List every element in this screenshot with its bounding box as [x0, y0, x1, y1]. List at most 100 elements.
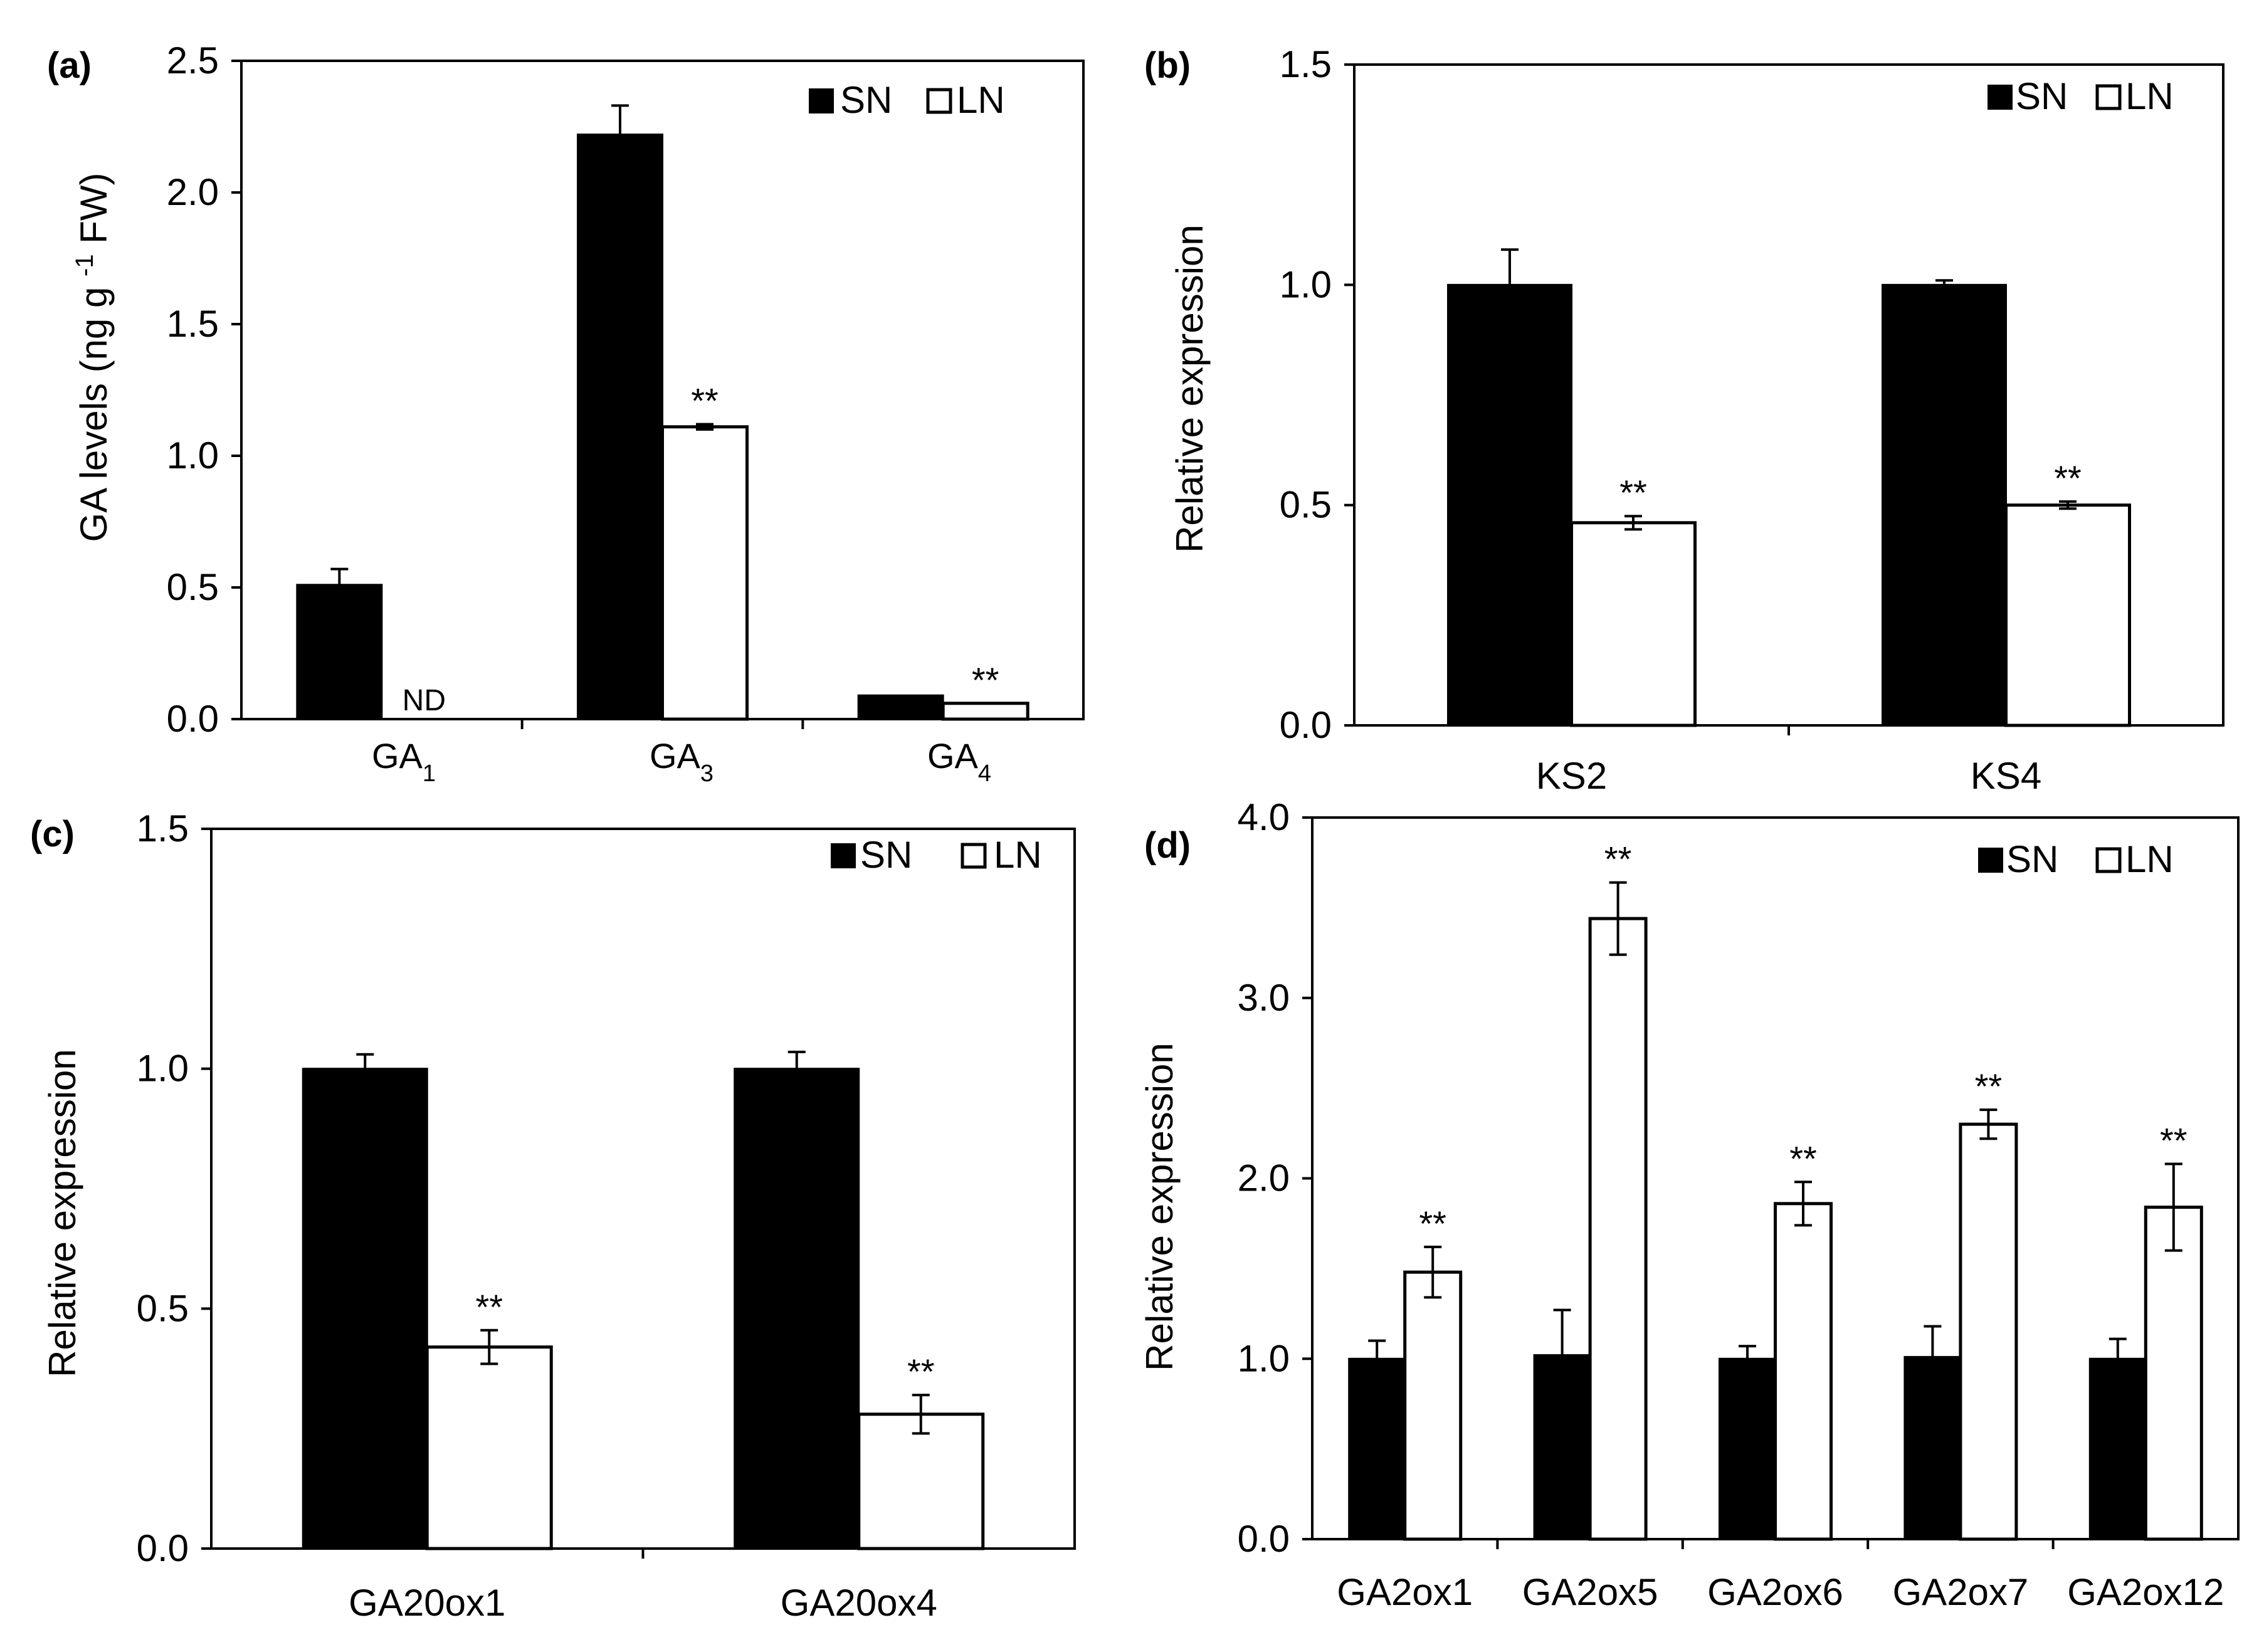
bars: ND ** **	[296, 104, 1029, 721]
bar-sn	[302, 1068, 428, 1550]
y-tick-label: 0.0	[137, 1527, 189, 1569]
x-tick-label: GA3	[650, 736, 713, 787]
y-tick-label: 3.0	[1238, 977, 1290, 1019]
x-tick-label: GA1	[372, 736, 436, 787]
x-axis-labels: KS2 KS4	[1536, 755, 2041, 797]
bar-ln	[1403, 1270, 1463, 1541]
y-tick-label: 1.0	[167, 434, 219, 476]
x-tick-label: GA20ox4	[781, 1582, 937, 1624]
x-axis-labels: GA2ox1 GA2ox5 GA2ox6 GA2ox7 GA2ox12	[1337, 1571, 2224, 1613]
y-axis-ticks: 0.0 0.5 1.0 1.5	[137, 808, 211, 1569]
bar-ln	[857, 1413, 985, 1550]
legend-swatch-ln	[961, 843, 987, 869]
bars: ** **	[302, 1050, 985, 1550]
legend-label-ln: LN	[2125, 838, 2174, 880]
bar-ln	[1959, 1122, 2018, 1541]
y-tick-label: 0.0	[1280, 704, 1332, 746]
panel-label: (a)	[47, 45, 92, 86]
y-tick-label: 1.5	[167, 303, 219, 345]
y-axis-title: GA levels (ng g -1 FW)	[71, 172, 115, 542]
legend-label-sn: SN	[2016, 75, 2068, 117]
bar-ln	[2144, 1206, 2203, 1541]
legend-swatch-sn	[1988, 85, 2013, 110]
bar-ln	[1774, 1202, 1833, 1541]
bar-sn	[857, 694, 944, 720]
significance-mark: **	[907, 1352, 935, 1391]
y-tick-label: 1.0	[1280, 263, 1332, 305]
bar-sn	[1719, 1357, 1776, 1540]
significance-mark: **	[1975, 1066, 2003, 1106]
y-tick-label: 0.5	[137, 1287, 189, 1329]
nd-label: ND	[403, 684, 446, 717]
x-tick-label: GA2ox5	[1522, 1571, 1658, 1613]
panel-label: (b)	[1144, 45, 1191, 86]
plot-frame	[240, 60, 1085, 720]
bar-sn	[1533, 1354, 1591, 1540]
y-axis-title-superscript: -1	[71, 254, 98, 276]
y-axis-title: Relative expression	[41, 1049, 83, 1377]
bar-ln	[941, 702, 1029, 721]
y-axis-title-part: GA levels (ng g	[73, 276, 115, 542]
significance-mark: **	[1604, 839, 1632, 879]
x-axis-labels: GA1 GA3 GA4	[372, 736, 991, 787]
bar-sn	[1882, 283, 2007, 727]
y-tick-label: 0.5	[1280, 484, 1332, 526]
significance-mark: **	[1419, 1204, 1446, 1243]
legend-label-ln: LN	[2125, 75, 2174, 117]
legend-swatch-ln	[926, 88, 952, 114]
x-axis-labels: GA20ox1 GA20ox4	[349, 1582, 937, 1624]
x-tick-label: GA2ox12	[2067, 1571, 2224, 1613]
x-tick-label: GA4	[927, 736, 991, 787]
legend-label-ln: LN	[957, 79, 1005, 121]
x-tick-label: KS4	[1971, 755, 2041, 797]
x-tick-label: KS2	[1536, 755, 1607, 797]
plot-frame	[1311, 816, 2240, 1540]
x-tick-label-subscript: 1	[423, 760, 436, 787]
legend: SN LN	[831, 834, 1042, 876]
significance-mark: **	[1789, 1139, 1817, 1178]
y-tick-label: 1.0	[137, 1048, 189, 1090]
y-tick-label: 0.5	[167, 566, 219, 608]
y-axis-title: Relative expression	[1139, 1043, 1181, 1371]
panel-label: (c)	[30, 814, 75, 855]
y-tick-label: 0.0	[1238, 1518, 1290, 1560]
x-tick-label-subscript: 4	[978, 760, 991, 787]
bar-ln	[1588, 917, 1648, 1541]
bar-sn	[296, 584, 383, 720]
y-axis-title: Relative expression	[1169, 224, 1211, 553]
legend-swatch-sn	[809, 88, 834, 113]
y-axis-title-part: FW)	[73, 172, 115, 254]
bar-sn	[734, 1068, 860, 1550]
significance-mark: **	[691, 381, 719, 421]
y-tick-label: 2.0	[167, 171, 219, 213]
x-tick-label-subscript: 3	[700, 760, 713, 787]
significance-mark: **	[2054, 458, 2082, 498]
legend-label-sn: SN	[2006, 838, 2058, 880]
bar-ln	[1570, 521, 1697, 727]
panel-b: (b) Relative expression 0.0 0.5 1.0 1.5 ** *…	[1144, 43, 2225, 797]
bar-ln	[661, 425, 749, 721]
bars: ** **	[1447, 248, 2131, 727]
legend-swatch-sn	[1978, 848, 2003, 873]
significance-mark: **	[972, 660, 999, 700]
y-tick-label: 2.5	[167, 39, 219, 82]
significance-mark: **	[475, 1287, 503, 1327]
legend-swatch-sn	[831, 843, 856, 868]
y-axis-ticks: 0.0 0.5 1.0 1.5	[1280, 43, 1354, 746]
panel-c: (c) Relative expression 0.00.51.01.5 ***…	[30, 808, 1076, 1624]
y-tick-label: 2.0	[1238, 1157, 1290, 1199]
bar-sn	[1348, 1357, 1406, 1540]
bar-ln	[2004, 503, 2131, 727]
y-tick-label: 1.5	[1280, 43, 1332, 85]
x-tick-label: GA20ox1	[349, 1582, 505, 1624]
panel-d: (d) Relative expression 0.01.02.03.04.0 …	[1139, 796, 2240, 1613]
x-tick-label: GA2ox7	[1893, 1571, 2029, 1613]
y-tick-label: 1.5	[137, 808, 189, 850]
legend-swatch-ln	[2095, 84, 2122, 110]
panel-a: (a) GA levels (ng g -1 FW) 0.0 0.5 1.0 1.5 2…	[47, 39, 1085, 787]
legend: SN LN	[1978, 838, 2174, 880]
bar-sn	[2088, 1357, 2147, 1540]
significance-mark: **	[2160, 1120, 2188, 1160]
legend-label-ln: LN	[994, 834, 1042, 876]
